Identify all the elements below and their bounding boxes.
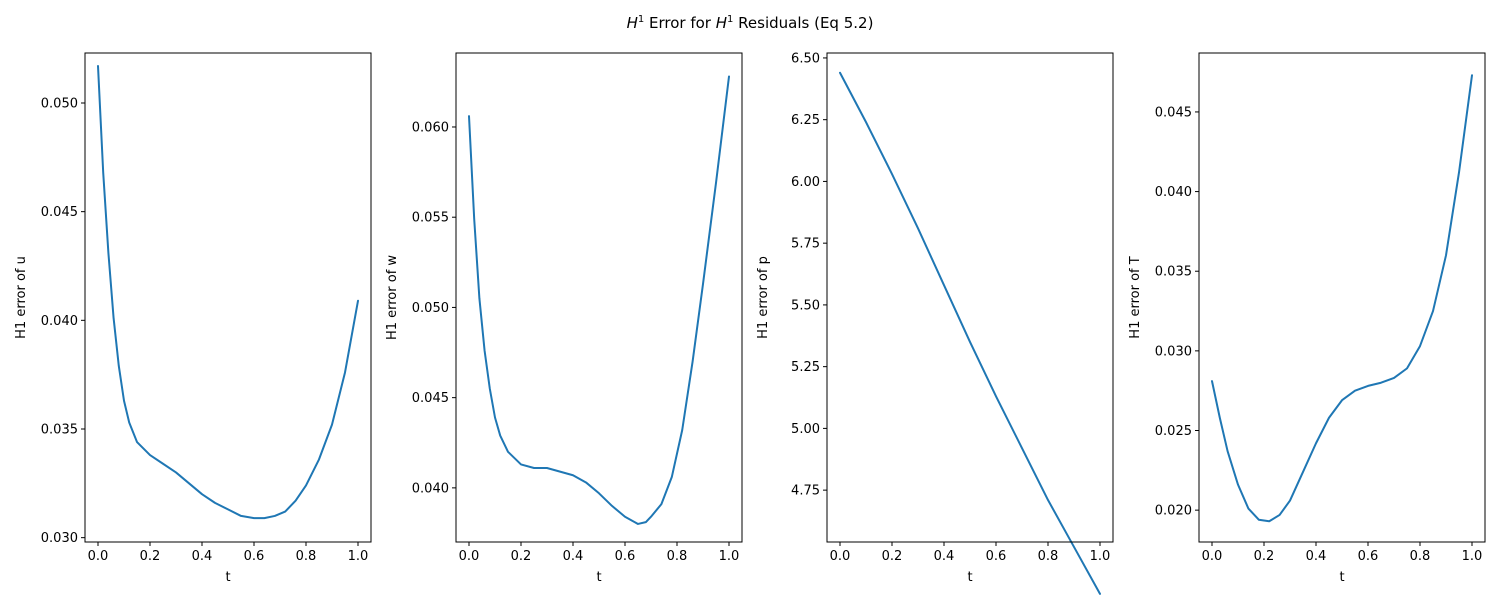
x-tick-label: 0.2 <box>511 549 532 564</box>
axes-frame <box>455 52 743 543</box>
subplot-2: 0.0 0.2 0.4 0.6 0.8 1.0 0.040 0.045 0.050 0.055 0.… <box>385 52 743 585</box>
x-tick-label: 0.6 <box>1358 549 1379 564</box>
y-tick-label: 0.035 <box>41 422 78 437</box>
x-axis-label: t <box>596 570 601 585</box>
x-tick-label: 0.4 <box>192 549 213 564</box>
x-tick-label: 1.0 <box>719 549 740 564</box>
x-tick-label: 0.4 <box>1306 549 1327 564</box>
subplot-1: 0.0 0.2 0.4 0.6 0.8 1.0 0.030 0.035 0.040 0.045 0.… <box>14 52 372 585</box>
x-tick-label: 0.8 <box>667 549 688 564</box>
axes-frame <box>826 52 1114 543</box>
y-tick-label: 5.00 <box>791 422 820 437</box>
y-tick-label: 0.030 <box>41 531 78 546</box>
suptitle-middle-text: Error for <box>644 14 716 32</box>
y-tick-label: 0.050 <box>412 301 449 316</box>
y-tick-label: 5.50 <box>791 298 820 313</box>
y-tick-label: 6.00 <box>791 175 820 190</box>
suptitle-h-symbol-2: H <box>716 14 727 32</box>
x-tick-label: 0.0 <box>459 549 480 564</box>
x-tick-label: 0.0 <box>830 549 851 564</box>
y-tick-label: 6.25 <box>791 113 820 128</box>
suptitle-superscript: 1 <box>638 14 644 25</box>
subplot-3: 0.0 0.2 0.4 0.6 0.8 1.0 4.75 5.00 5.25 5.50 5.75 6.… <box>756 51 1114 595</box>
x-axis-label: t <box>1339 570 1344 585</box>
y-axis-label: H1 error of u <box>14 256 29 339</box>
y-tick-label: 6.50 <box>791 51 820 66</box>
x-tick-label: 1.0 <box>1090 549 1111 564</box>
y-axis-label: H1 error of p <box>756 256 771 339</box>
suptitle-h-symbol: H <box>627 14 638 32</box>
suptitle-rest: Residuals (Eq 5.2) <box>733 14 873 32</box>
y-axis-label: H1 error of T <box>1128 256 1143 338</box>
figure-suptitle: H1 Error for H1 Residuals (Eq 5.2) <box>627 14 874 32</box>
axes-frame <box>1198 52 1486 543</box>
y-tick-label: 0.040 <box>412 481 449 496</box>
x-tick-label: 0.2 <box>140 549 161 564</box>
x-tick-label: 0.6 <box>986 549 1007 564</box>
y-tick-label: 0.060 <box>412 120 449 135</box>
y-tick-label: 0.045 <box>412 391 449 406</box>
y-tick-label: 0.020 <box>1155 504 1192 519</box>
y-tick-label: 5.25 <box>791 360 820 375</box>
y-tick-label: 4.75 <box>791 484 820 499</box>
y-tick-label: 0.055 <box>412 211 449 226</box>
series-line <box>468 75 730 525</box>
x-tick-label: 0.4 <box>563 549 584 564</box>
x-tick-label: 0.2 <box>1254 549 1275 564</box>
y-tick-label: 0.050 <box>41 96 78 111</box>
y-axis-label: H1 error of w <box>385 255 400 340</box>
x-tick-label: 0.0 <box>1202 549 1223 564</box>
x-tick-label: 1.0 <box>348 549 369 564</box>
x-tick-label: 1.0 <box>1462 549 1483 564</box>
x-tick-label: 0.8 <box>1038 549 1059 564</box>
x-tick-label: 0.6 <box>244 549 265 564</box>
x-axis-label: t <box>225 570 230 585</box>
y-tick-label: 0.025 <box>1155 424 1192 439</box>
y-tick-label: 0.035 <box>1155 265 1192 280</box>
x-tick-label: 0.4 <box>934 549 955 564</box>
y-tick-label: 0.030 <box>1155 344 1192 359</box>
subplot-grid: 0.0 0.2 0.4 0.6 0.8 1.00.0300.0350.0400.0450.… <box>14 51 1486 595</box>
subplot-4: 0.0 0.2 0.4 0.6 0.8 1.0 0.020 0.025 0.030 0.035 0.… <box>1128 52 1486 585</box>
x-tick-label: 0.2 <box>882 549 903 564</box>
x-tick-label: 0.8 <box>296 549 317 564</box>
x-tick-label: 0.0 <box>88 549 109 564</box>
y-tick-label: 5.75 <box>791 237 820 252</box>
y-tick-label: 0.045 <box>41 205 78 220</box>
x-axis-label: t <box>967 570 972 585</box>
axes-frame <box>84 52 372 543</box>
y-tick-label: 0.040 <box>41 314 78 329</box>
series-line <box>839 71 1101 595</box>
x-tick-label: 0.6 <box>615 549 636 564</box>
y-tick-label: 0.045 <box>1155 105 1192 120</box>
y-tick-label: 0.040 <box>1155 185 1192 200</box>
series-line <box>1211 74 1473 523</box>
x-tick-label: 0.8 <box>1410 549 1431 564</box>
suptitle-superscript-2: 1 <box>727 14 733 25</box>
series-line <box>97 65 359 520</box>
